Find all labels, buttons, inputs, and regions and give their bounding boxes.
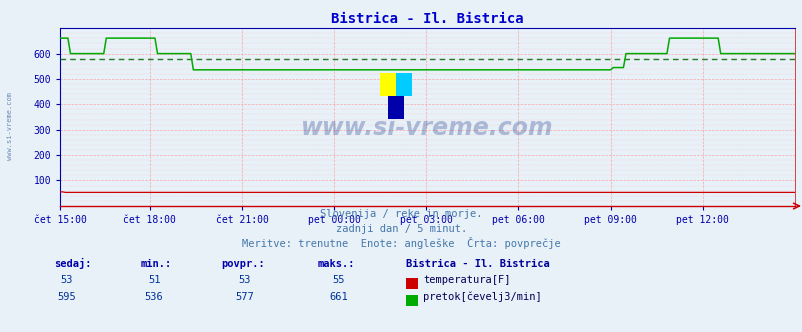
Text: 53: 53 — [238, 275, 251, 285]
Text: www.si-vreme.com: www.si-vreme.com — [301, 116, 553, 140]
Text: Slovenija / reke in morje.: Slovenija / reke in morje. — [320, 209, 482, 219]
Text: 55: 55 — [332, 275, 345, 285]
Bar — [379, 73, 395, 96]
Bar — [395, 73, 411, 96]
Text: povpr.:: povpr.: — [221, 259, 264, 269]
Text: temperatura[F]: temperatura[F] — [423, 275, 510, 285]
Text: Bistrica - Il. Bistrica: Bistrica - Il. Bistrica — [405, 259, 549, 269]
Text: www.si-vreme.com: www.si-vreme.com — [7, 92, 14, 160]
Text: 53: 53 — [60, 275, 73, 285]
Text: Meritve: trenutne  Enote: angleške  Črta: povprečje: Meritve: trenutne Enote: angleške Črta: … — [242, 237, 560, 249]
Text: zadnji dan / 5 minut.: zadnji dan / 5 minut. — [335, 224, 467, 234]
Text: 51: 51 — [148, 275, 160, 285]
Text: min.:: min.: — [140, 259, 172, 269]
Title: Bistrica - Il. Bistrica: Bistrica - Il. Bistrica — [331, 12, 523, 26]
Text: sedaj:: sedaj: — [55, 258, 92, 269]
Bar — [387, 96, 403, 119]
Text: 577: 577 — [235, 291, 254, 302]
Text: pretok[čevelj3/min]: pretok[čevelj3/min] — [423, 291, 541, 302]
Text: 536: 536 — [144, 291, 164, 302]
Text: 595: 595 — [57, 291, 76, 302]
Text: maks.:: maks.: — [317, 259, 354, 269]
Text: 661: 661 — [329, 291, 348, 302]
